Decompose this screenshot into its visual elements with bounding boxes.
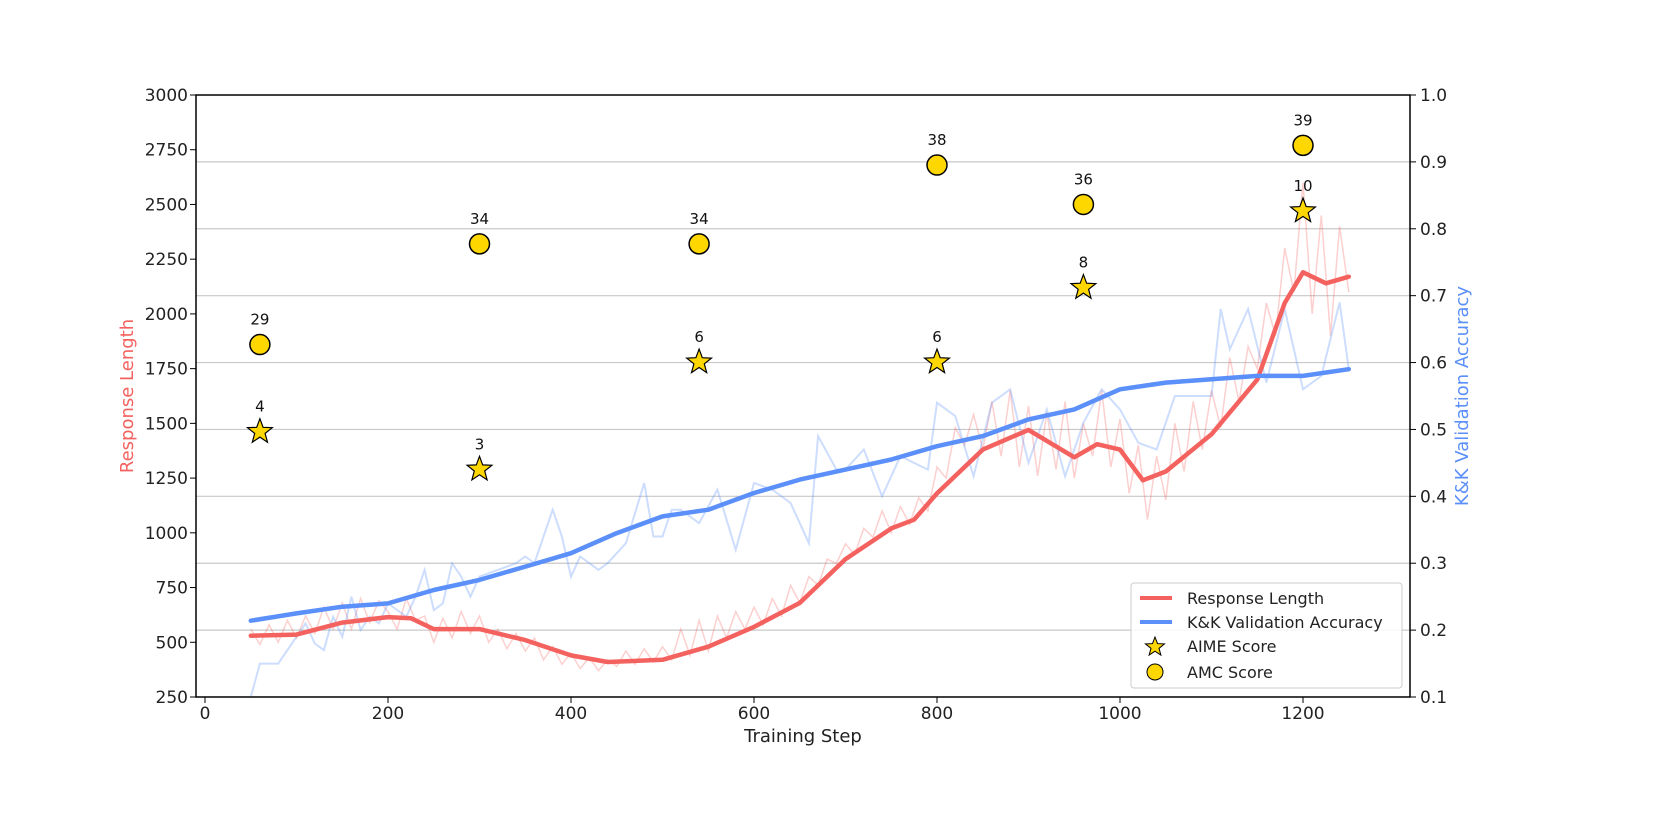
x-tick-label: 400 xyxy=(555,704,587,724)
y-left-tick-label: 1250 xyxy=(145,469,188,489)
aime-score-label: 3 xyxy=(475,435,485,453)
aime-star-marker xyxy=(685,347,714,374)
aime-star-marker xyxy=(922,347,952,374)
aime-star-marker xyxy=(1069,272,1098,300)
x-tick-label: 200 xyxy=(372,704,404,724)
x-tick-label: 1000 xyxy=(1098,704,1141,724)
amc-score-label: 34 xyxy=(470,210,489,228)
legend-circle-icon xyxy=(1146,663,1164,681)
legend-aime: AIME Score xyxy=(1187,637,1276,656)
y-left-tick-label: 2000 xyxy=(145,305,188,325)
y-right-tick-label: 0.5 xyxy=(1420,420,1447,440)
amc-circle-marker xyxy=(1292,134,1314,157)
y-right-tick-label: 0.9 xyxy=(1420,153,1447,173)
aime-score-label: 4 xyxy=(255,398,265,416)
y-left-tick-label: 250 xyxy=(156,688,188,708)
y-right-tick-label: 0.4 xyxy=(1420,487,1447,507)
accuracy-line xyxy=(248,366,1352,623)
legend-response-length: Response Length xyxy=(1187,589,1324,608)
x-tick-label: 1200 xyxy=(1281,704,1324,724)
legend-amc: AMC Score xyxy=(1187,663,1273,682)
amc-circle-marker xyxy=(249,333,271,356)
aime-star-marker xyxy=(245,416,274,444)
amc-score-label: 34 xyxy=(690,210,709,228)
amc-circle-marker xyxy=(1072,193,1095,216)
aime-star-marker xyxy=(1288,196,1318,223)
amc-score-label: 38 xyxy=(927,131,946,149)
axis-ticks: 0.1 0.2 0.3 0.4 0.5 0.6 0.7 0.8 0.9 1.0 250 500 750 1… xyxy=(145,86,1447,724)
y-right-tick-label: 0.1 xyxy=(1420,688,1447,708)
aime-score-label: 10 xyxy=(1293,177,1312,195)
amc-score-label: 29 xyxy=(250,311,269,329)
aime-score-label: 6 xyxy=(932,328,942,346)
y-axis-left-label: Response Length xyxy=(117,319,138,473)
y-right-tick-label: 0.7 xyxy=(1420,287,1447,307)
y-left-tick-label: 750 xyxy=(156,579,188,599)
legend-star-icon xyxy=(1144,635,1166,657)
x-axis-label: Training Step xyxy=(743,726,862,747)
x-tick-label: 0 xyxy=(200,704,211,724)
y-left-tick-label: 1500 xyxy=(145,414,188,434)
y-left-tick-label: 3000 xyxy=(145,86,188,106)
y-left-tick-label: 1000 xyxy=(145,524,188,544)
y-left-tick-label: 2500 xyxy=(145,195,188,215)
amc-score-label: 39 xyxy=(1293,111,1312,129)
aime-score-label: 8 xyxy=(1079,254,1089,272)
response-length-line xyxy=(248,270,1352,665)
amc-circle-marker xyxy=(688,233,710,255)
x-tick-label: 800 xyxy=(921,704,953,724)
y-left-tick-label: 1750 xyxy=(145,360,188,380)
gridlines xyxy=(196,161,1410,631)
aime-score-label: 6 xyxy=(694,328,704,346)
y-left-tick-label: 2750 xyxy=(145,141,188,161)
y-axis-right-label: K&K Validation Accuracy xyxy=(1452,286,1473,506)
aime-star-marker xyxy=(465,454,494,482)
y-right-tick-label: 0.3 xyxy=(1420,554,1447,574)
x-tick-label: 600 xyxy=(738,704,770,724)
y-right-tick-label: 0.8 xyxy=(1420,220,1447,240)
legend-accuracy: K&K Validation Accuracy xyxy=(1187,613,1383,632)
y-right-tick-label: 0.2 xyxy=(1420,621,1447,641)
y-right-tick-label: 1.0 xyxy=(1420,86,1447,106)
y-left-tick-label: 2250 xyxy=(145,250,188,270)
plot-frame xyxy=(195,94,1411,698)
y-left-tick-label: 500 xyxy=(156,633,188,653)
amc-circle-marker xyxy=(926,154,948,176)
legend: Response Length K&K Validation Accuracy … xyxy=(1130,582,1403,689)
smoothed-series xyxy=(248,270,1352,665)
amc-circle-marker xyxy=(468,233,491,255)
amc-score-label: 36 xyxy=(1074,170,1093,188)
y-right-tick-label: 0.6 xyxy=(1420,354,1447,374)
